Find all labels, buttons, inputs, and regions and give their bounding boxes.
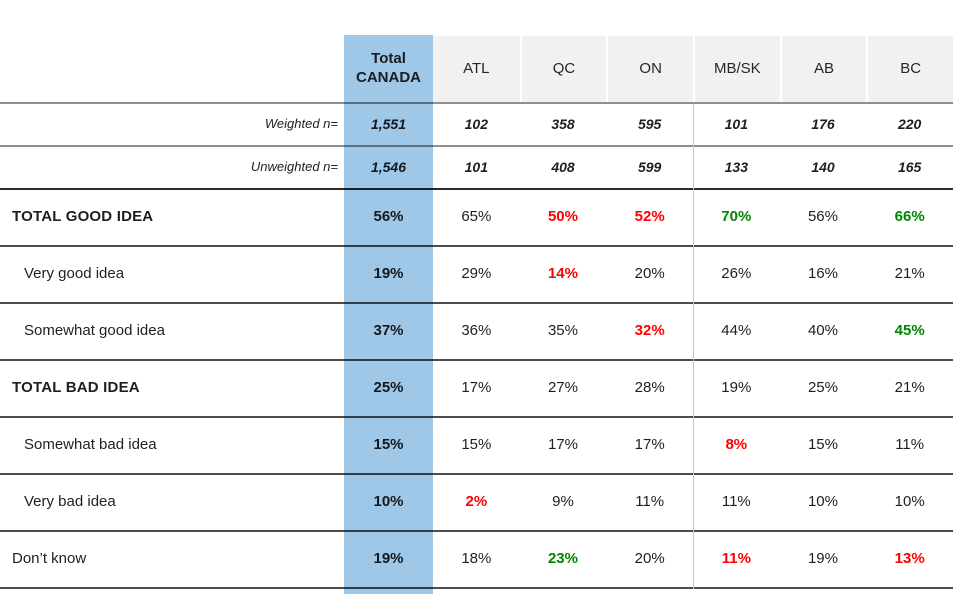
n-value-cell: 165 — [897, 158, 922, 175]
table-row-very-good-idea: Very good idea 19% 29% 14% 20% 26% 16% 21% — [0, 247, 953, 304]
value-cell: 28% — [634, 379, 665, 397]
value-cell: 21% — [894, 379, 925, 397]
value-cell: 23% — [547, 550, 578, 568]
value-cell: 17% — [547, 436, 578, 454]
row-label-weighted-n: Weighted n= — [264, 116, 338, 132]
value-cell: 45% — [894, 322, 925, 340]
value-cell: 50% — [547, 208, 578, 226]
value-cell: 15% — [373, 436, 404, 454]
value-cell: 27% — [547, 379, 578, 397]
value-cell: 11% — [635, 493, 665, 511]
column-group-divider — [693, 104, 694, 589]
table-row-very-bad-idea: Very bad idea 10% 2% 9% 11% 11% 10% 10% — [0, 475, 953, 532]
n-value-cell: 101 — [464, 158, 488, 175]
column-header-mb-sk: MB/SK — [692, 36, 780, 102]
table-body: Total CANADA ATL QC ON MB/SK AB BC Weighted n= 1… — [0, 36, 953, 589]
value-cell: 17% — [634, 436, 665, 454]
value-cell: 18% — [461, 550, 492, 568]
value-cell: 65% — [461, 208, 492, 226]
value-cell: 44% — [721, 322, 752, 340]
value-cell: 36% — [461, 322, 492, 340]
n-value-cell: 358 — [551, 115, 575, 132]
value-cell: 20% — [634, 265, 665, 283]
value-cell: 11% — [721, 550, 751, 568]
value-cell: 15% — [807, 436, 838, 454]
value-cell: 10% — [373, 493, 404, 511]
row-label-total-good-idea: TOTAL GOOD IDEA — [12, 208, 154, 226]
value-cell: 19% — [807, 550, 838, 568]
value-cell: 37% — [373, 322, 404, 340]
base-row-weighted-n: Weighted n= 1,551 102 358 595 101 176 220 — [0, 104, 953, 147]
row-label-total-bad-idea: TOTAL BAD IDEA — [12, 379, 140, 397]
n-value-cell: 595 — [637, 115, 662, 132]
column-header-atl: ATL — [433, 36, 520, 102]
row-label-very-good-idea: Very good idea — [24, 265, 125, 283]
row-label-very-bad-idea: Very bad idea — [24, 493, 116, 511]
value-cell: 29% — [461, 265, 492, 283]
value-cell: 25% — [807, 379, 838, 397]
column-header-bc: BC — [866, 36, 953, 102]
value-cell: 32% — [634, 322, 665, 340]
value-cell: 35% — [547, 322, 578, 340]
value-cell: 20% — [634, 550, 665, 568]
n-value-cell: 140 — [811, 158, 835, 175]
n-value-cell: 1,546 — [370, 158, 407, 175]
value-cell: 8% — [725, 436, 748, 454]
n-value-cell: 101 — [724, 115, 748, 132]
n-value-cell: 102 — [464, 115, 488, 132]
table-row-total-good-idea: TOTAL GOOD IDEA 56% 65% 50% 52% 70% 56% 66% — [0, 190, 953, 247]
table-row-total-bad-idea: TOTAL BAD IDEA 25% 17% 27% 28% 19% 25% 21% — [0, 361, 953, 418]
value-cell: 70% — [721, 208, 752, 226]
value-cell: 19% — [721, 379, 752, 397]
table-row-somewhat-good-idea: Somewhat good idea 37% 36% 35% 32% 44% 40% 45% — [0, 304, 953, 361]
value-cell: 56% — [807, 208, 838, 226]
value-cell: 25% — [373, 379, 404, 397]
value-cell: 11% — [721, 493, 751, 511]
table-row-don-t-know: Don’t know 19% 18% 23% 20% 11% 19% 13% — [0, 532, 953, 589]
value-cell: 17% — [461, 379, 492, 397]
value-cell: 21% — [894, 265, 925, 283]
column-header-total-canada: Total CANADA — [356, 50, 421, 86]
value-cell: 11% — [895, 436, 925, 454]
n-value-cell: 599 — [637, 158, 662, 175]
value-cell: 56% — [373, 208, 404, 226]
value-cell: 52% — [634, 208, 665, 226]
value-cell: 66% — [894, 208, 925, 226]
value-cell: 26% — [721, 265, 752, 283]
n-value-cell: 220 — [897, 115, 922, 132]
value-cell: 16% — [807, 265, 838, 283]
row-label-unweighted-n: Unweighted n= — [250, 159, 338, 175]
row-label-somewhat-good-idea: Somewhat good idea — [24, 322, 165, 340]
header-row: Total CANADA ATL QC ON MB/SK AB BC — [0, 36, 953, 104]
value-cell: 2% — [465, 493, 488, 511]
header-label-spacer — [0, 36, 344, 102]
n-value-cell: 133 — [724, 158, 748, 175]
column-header-qc: QC — [519, 36, 607, 102]
base-row-unweighted-n: Unweighted n= 1,546 101 408 599 133 140 165 — [0, 147, 953, 190]
value-cell: 13% — [894, 550, 925, 568]
value-cell: 40% — [807, 322, 838, 340]
n-value-cell: 408 — [551, 158, 575, 175]
value-cell: 19% — [373, 550, 404, 568]
value-cell: 10% — [894, 493, 925, 511]
value-cell: 9% — [552, 493, 574, 511]
column-header-on: ON — [606, 36, 693, 102]
table-row-somewhat-bad-idea: Somewhat bad idea 15% 15% 17% 17% 8% 15% 11% — [0, 418, 953, 475]
value-cell: 14% — [547, 265, 578, 283]
value-cell: 19% — [373, 265, 404, 283]
row-label-somewhat-bad-idea: Somewhat bad idea — [24, 436, 157, 454]
n-value-cell: 1,551 — [370, 115, 407, 132]
row-label-don-t-know: Don’t know — [12, 550, 87, 568]
column-header-ab: AB — [779, 36, 867, 102]
value-cell: 10% — [807, 493, 838, 511]
value-cell: 15% — [461, 436, 492, 454]
n-value-cell: 176 — [811, 115, 835, 132]
